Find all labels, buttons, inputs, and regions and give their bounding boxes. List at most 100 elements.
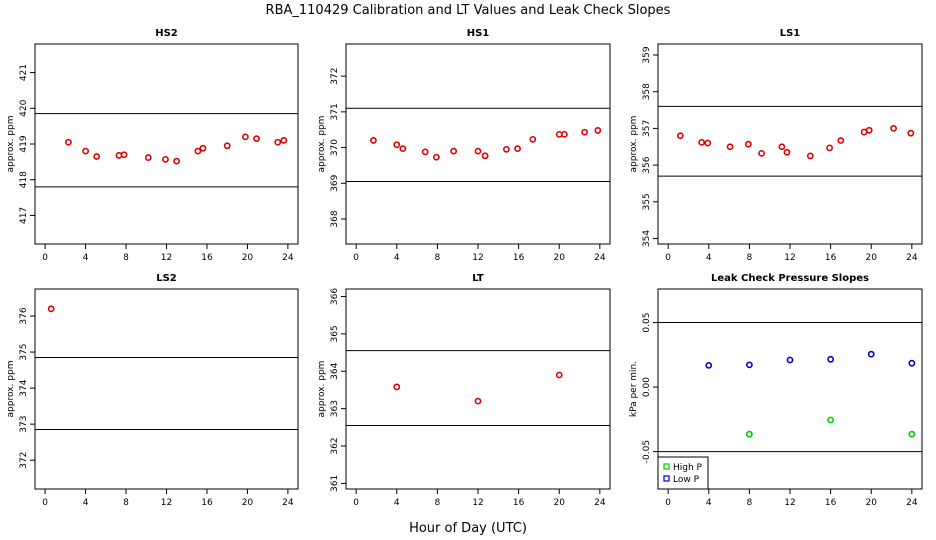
x-tick-label: 0 <box>353 498 359 508</box>
x-tick-label: 24 <box>594 498 606 508</box>
panel-title: LS2 <box>156 273 177 284</box>
data-point <box>144 154 152 161</box>
panel-lt: LT 0 4 8 12 16 20 24 361 362 363 364 365 366 approx. p… <box>317 273 611 508</box>
panel-title: LS1 <box>780 28 801 39</box>
data-point <box>758 149 765 157</box>
data-point <box>581 128 589 136</box>
plot-frame <box>345 43 611 245</box>
y-tick-label: 354 <box>642 230 652 247</box>
x-tick-label: 4 <box>83 253 89 263</box>
panel-hs2: HS2 0 4 8 12 16 20 24 417 418 419 420 421 approx. ppm <box>6 28 299 263</box>
data-point <box>194 147 202 155</box>
main-title: RBA_110429 Calibration and LT Values and… <box>266 3 671 18</box>
data-point <box>274 138 282 146</box>
panel-ls2: LS2 0 4 8 12 16 20 24 372 373 374 375 376 approx. ppm <box>6 273 299 508</box>
data-point <box>393 141 401 149</box>
y-tick-label: 369 <box>330 174 340 191</box>
y-tick-label: 356 <box>642 156 652 173</box>
plot-frame <box>34 43 299 245</box>
legend-marker <box>663 475 670 482</box>
y-tick-label: 358 <box>642 83 652 100</box>
legend-box <box>657 456 709 490</box>
y-axis-label: approx. ppm <box>317 116 327 173</box>
y-tick-label: 371 <box>330 103 340 120</box>
y-tick-label: 368 <box>330 210 340 227</box>
data-point <box>806 152 814 160</box>
data-point <box>560 130 568 138</box>
plot-frame <box>657 43 923 245</box>
legend-label: Low P <box>673 475 700 485</box>
data-point <box>93 153 101 160</box>
data-point <box>745 361 753 369</box>
data-point <box>837 137 845 144</box>
panel-title: HS1 <box>467 28 490 39</box>
panel-title: LT <box>472 273 484 284</box>
x-tick-label: 12 <box>161 253 172 263</box>
x-tick-label: 12 <box>161 498 172 508</box>
x-tick-label: 0 <box>353 253 359 263</box>
panel-hs1: HS1 0 4 8 12 16 20 24 368 369 370 371 372 approx. ppm <box>317 28 611 263</box>
data-point <box>827 355 835 363</box>
y-tick-label: 0.00 <box>642 377 652 397</box>
x-tick-label: 12 <box>784 498 795 508</box>
y-tick-label: 372 <box>330 68 340 85</box>
y-axis-label: approx. ppm <box>6 116 16 173</box>
y-tick-label: 376 <box>19 307 29 324</box>
y-tick-label: -0.05 <box>642 440 652 463</box>
x-tick-label: 20 <box>866 498 878 508</box>
data-point <box>450 147 458 155</box>
y-tick-label: 370 <box>330 139 340 156</box>
x-tick-label: 16 <box>825 498 837 508</box>
x-tick-label: 24 <box>906 253 918 263</box>
data-point <box>745 430 753 438</box>
x-tick-label: 20 <box>242 498 254 508</box>
x-tick-label: 8 <box>435 253 441 263</box>
data-point <box>907 129 915 137</box>
y-tick-label: 375 <box>19 343 29 360</box>
y-axis-label: approx. ppm <box>629 116 639 173</box>
x-tick-label: 12 <box>784 253 795 263</box>
x-tick-label: 24 <box>282 253 294 263</box>
data-point <box>704 139 712 147</box>
x-tick-label: 24 <box>594 253 606 263</box>
y-tick-label: 0.05 <box>642 313 652 333</box>
y-tick-label: 420 <box>19 99 29 116</box>
x-tick-label: 0 <box>42 498 48 508</box>
x-tick-label: 0 <box>665 498 671 508</box>
plot-frame <box>345 288 611 490</box>
x-tick-label: 12 <box>472 498 483 508</box>
data-point <box>432 153 440 161</box>
x-tick-label: 24 <box>282 498 294 508</box>
data-point <box>594 127 602 134</box>
data-point <box>503 145 510 153</box>
y-tick-label: 372 <box>19 452 29 469</box>
data-point <box>867 350 875 358</box>
data-point <box>474 397 482 405</box>
y-tick-label: 421 <box>19 64 29 81</box>
data-point <box>82 147 89 155</box>
y-tick-label: 419 <box>19 135 29 152</box>
y-tick-label: 361 <box>330 475 340 492</box>
y-axis-label: kPa per min. <box>629 361 639 417</box>
y-tick-label: 418 <box>19 171 29 188</box>
x-tick-label: 20 <box>866 253 878 263</box>
y-tick-label: 359 <box>642 46 652 63</box>
x-tick-label: 4 <box>83 498 89 508</box>
x-tick-label: 16 <box>513 253 525 263</box>
data-point <box>778 143 786 151</box>
x-tick-label: 24 <box>906 498 918 508</box>
y-tick-label: 374 <box>19 379 29 396</box>
data-point <box>173 157 181 165</box>
data-point <box>786 356 794 364</box>
y-tick-label: 362 <box>330 437 340 454</box>
data-point <box>241 133 249 141</box>
x-tick-label: 20 <box>554 498 566 508</box>
data-point <box>223 142 231 150</box>
data-point <box>908 359 916 367</box>
data-point <box>890 125 897 132</box>
y-axis-label: approx. ppm <box>317 361 327 418</box>
y-tick-label: 357 <box>642 120 652 137</box>
panel-title: HS2 <box>155 28 178 39</box>
x-tick-label: 20 <box>242 253 254 263</box>
